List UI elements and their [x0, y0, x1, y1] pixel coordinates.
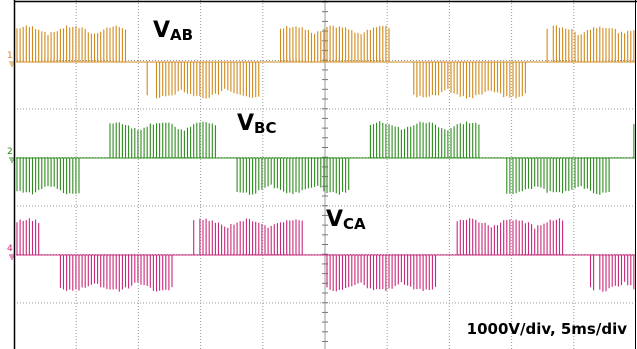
label-sub: AB — [170, 26, 193, 44]
channel-marker: 1 — [7, 51, 13, 61]
label-main: V — [237, 111, 254, 136]
label-sub: BC — [254, 119, 276, 137]
label-main: V — [326, 207, 343, 232]
scale-note: 1000V/div, 5ms/div — [467, 320, 628, 338]
channel-marker: 4 — [7, 244, 13, 254]
label-main: V — [153, 18, 170, 43]
label-sub: CA — [343, 215, 366, 233]
oscilloscope-screen: 124 VAB VBC VCA 1000V/div, 5ms/div — [0, 0, 637, 349]
channel-marker: 2 — [7, 147, 13, 157]
